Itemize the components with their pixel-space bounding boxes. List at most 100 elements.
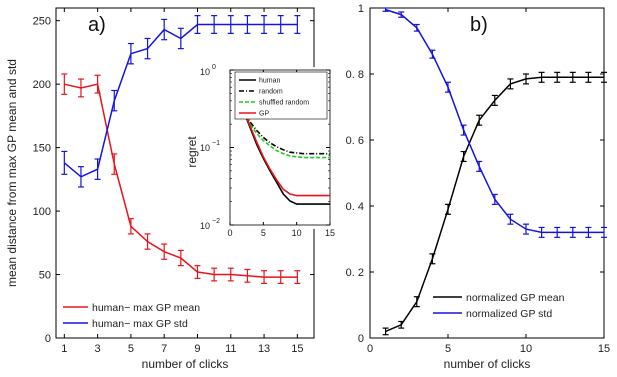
error-bar-human-max-gp-std: [211, 15, 218, 34]
inset-chart: 0 5 10 15 10 0 10 −1 10 −2 regret human ran…: [185, 64, 335, 238]
y-tick-label: 1: [358, 3, 364, 15]
legend-label-normalized-gp-mean: normalized GP mean: [466, 292, 565, 304]
error-bar-normalized-gp-mean: [523, 73, 529, 85]
error-bar-normalized-gp-std: [382, 7, 389, 12]
error-bar-human-max-gp-std: [294, 15, 301, 34]
inset-y-axis-label: regret: [185, 136, 199, 168]
error-bar-normalized-gp-std: [507, 213, 514, 225]
y-tick-label: 250: [33, 16, 51, 28]
error-bar-human-max-gp-mean: [211, 267, 218, 282]
inset-y-tick-exp-2: −2: [212, 218, 220, 225]
error-bar-normalized-gp-mean: [585, 71, 592, 83]
error-bar-human-max-gp-mean: [194, 265, 201, 279]
error-bar-normalized-gp-std: [569, 226, 576, 238]
inset-legend-label-random: random: [259, 89, 283, 96]
y-tick-label: 0. 4: [346, 201, 364, 213]
x-tick-label: 10: [520, 343, 532, 355]
legend-label-human-max-gp-std: human− max GP std: [92, 318, 188, 330]
panel-a-y-axis-label: mean distance from max GP mean and std: [5, 59, 19, 287]
error-bar-normalized-gp-mean: [538, 71, 545, 83]
inset-series: [235, 91, 330, 205]
y-tick-label: 200: [33, 79, 51, 91]
inset-x-tick-label: 0: [227, 228, 232, 238]
y-tick-label: 0. 6: [346, 135, 364, 147]
error-bar-normalized-gp-mean: [569, 71, 576, 83]
inset-y-tick-base-0: 10: [200, 67, 210, 77]
panel-b-series: [382, 7, 607, 336]
error-bar-normalized-gp-mean: [460, 150, 467, 163]
error-bar-normalized-gp-mean: [476, 114, 483, 126]
y-tick-label: 150: [33, 143, 51, 155]
panel-a-label: a): [88, 14, 106, 36]
error-bar-human-max-gp-mean: [127, 218, 134, 235]
error-bar-normalized-gp-mean: [554, 71, 561, 83]
inset-axis-ticks: [229, 69, 331, 226]
error-bar-human-max-gp-std: [77, 166, 84, 188]
error-bar-human-max-gp-mean: [227, 267, 234, 282]
error-bar-normalized-gp-mean: [507, 78, 514, 90]
inset-legend: human random shuffled random GP: [234, 71, 328, 120]
error-bar-normalized-gp-std: [429, 49, 436, 59]
x-tick-label: 5: [128, 343, 134, 355]
legend-label-normalized-gp-std: normalized GP std: [466, 308, 552, 320]
error-bar-human-max-gp-std: [227, 15, 234, 34]
error-bar-normalized-gp-mean: [429, 253, 436, 265]
inset-legend-label-shuffled-random: shuffled random: [259, 100, 309, 107]
error-bar-normalized-gp-std: [445, 81, 451, 93]
error-bar-human-max-gp-mean: [261, 270, 268, 285]
x-tick-label: 7: [161, 343, 167, 355]
inset-y-tick-labels: 10 0 10 −1 10 −2: [200, 64, 220, 231]
inset-y-tick-label-1: 10 −1: [200, 140, 220, 153]
inset-legend-label-human: human: [259, 78, 281, 85]
error-bar-normalized-gp-mean: [491, 94, 498, 106]
error-bar-normalized-gp-mean: [413, 296, 420, 308]
x-tick-label: 5: [445, 343, 451, 355]
inset-series-line-gp: [235, 92, 330, 197]
y-tick-label: 100: [33, 206, 51, 218]
panel-a-x-tick-labels: 1 3 5 7 9 11 13 15: [61, 343, 303, 355]
error-bar-normalized-gp-std: [585, 226, 592, 238]
panel-b-y-tick-labels: 0 0. 2 0. 4 0. 6 0. 8 1: [346, 3, 364, 345]
panel-b-legend: normalized GP mean normalized GP std: [433, 292, 565, 320]
panel-a-legend: human− max GP mean human− max GP std: [63, 302, 200, 330]
inset-y-tick-base-1: 10: [200, 143, 210, 153]
error-bar-human-max-gp-mean: [161, 243, 168, 260]
inset-x-tick-labels: 0 5 10 15: [227, 228, 335, 238]
error-bar-human-max-gp-mean: [277, 270, 284, 285]
error-bar-normalized-gp-std: [476, 160, 483, 172]
error-bar-normalized-gp-std: [398, 11, 405, 18]
error-bar-normalized-gp-mean: [382, 327, 389, 336]
x-tick-label: 15: [291, 343, 303, 355]
error-bar-human-max-gp-std: [61, 150, 68, 175]
error-bar-normalized-gp-mean: [398, 320, 405, 329]
error-bar-human-max-gp-std: [144, 37, 151, 60]
error-bar-normalized-gp-std: [460, 124, 467, 136]
inset-series-line-shuffled-random: [235, 97, 330, 159]
error-bar-human-max-gp-std: [261, 15, 268, 34]
x-tick-label: 1: [61, 343, 67, 355]
y-tick-label: 0: [358, 333, 364, 345]
panel-a-y-tick-labels: 0 50 100 150 200 250: [33, 16, 51, 345]
panel-b: 0 5 10 15 0 0. 2 0. 4 0. 6 0. 8 1 b) number of c…: [346, 3, 610, 371]
y-tick-label: 0: [45, 333, 51, 345]
error-bar-normalized-gp-std: [538, 226, 545, 238]
error-bar-human-max-gp-mean: [61, 73, 68, 95]
error-bar-human-max-gp-mean: [77, 78, 84, 98]
panel-b-x-axis-label: number of clicks: [444, 357, 531, 371]
inset-x-tick-label: 5: [261, 228, 266, 238]
inset-legend-box: [234, 71, 328, 120]
error-bar-normalized-gp-mean: [445, 203, 451, 215]
error-bar-human-max-gp-mean: [144, 233, 151, 250]
panel-a-x-axis-label: number of clicks: [142, 357, 229, 371]
error-bar-human-max-gp-std: [244, 15, 251, 34]
error-bar-human-max-gp-mean: [94, 74, 101, 94]
panel-b-frame: [369, 7, 605, 339]
error-bar-human-max-gp-std: [277, 15, 284, 34]
panel-b-label: b): [470, 14, 488, 36]
x-tick-label: 13: [258, 343, 270, 355]
error-bar-human-max-gp-mean: [244, 268, 251, 283]
error-bar-human-max-gp-mean: [111, 153, 118, 175]
inset-x-tick-label: 15: [325, 228, 335, 238]
